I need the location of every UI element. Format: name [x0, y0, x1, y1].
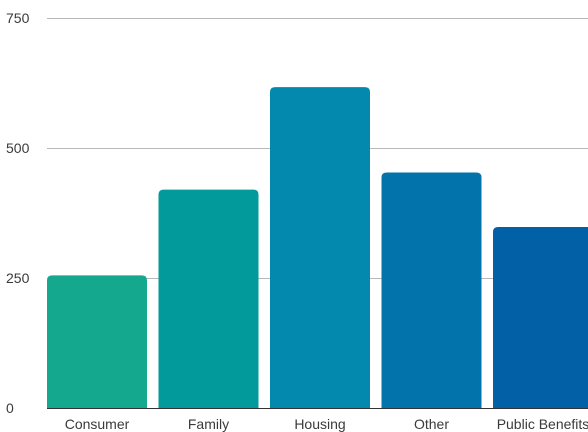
y-tick-label: 0 — [6, 400, 14, 416]
bar-other[interactable] — [381, 172, 482, 408]
y-axis: 0 250 500 750 — [6, 10, 30, 416]
bar-housing[interactable] — [270, 87, 370, 408]
y-tick-label: 250 — [6, 270, 30, 286]
x-tick-label: Family — [188, 416, 229, 432]
x-tick-label: Other — [414, 416, 449, 432]
y-tick-label: 750 — [6, 10, 30, 26]
bar-public-benefits[interactable] — [493, 227, 588, 408]
bar-consumer[interactable] — [47, 275, 147, 408]
bar-family[interactable] — [158, 189, 259, 408]
bars — [47, 87, 588, 408]
x-tick-label: Consumer — [65, 416, 130, 432]
x-tick-label: Housing — [294, 416, 345, 432]
x-axis: Consumer Family Housing Other Public Benefit… — [47, 408, 588, 432]
x-tick-label: Public Benefits — [497, 416, 588, 432]
y-tick-label: 500 — [6, 140, 30, 156]
